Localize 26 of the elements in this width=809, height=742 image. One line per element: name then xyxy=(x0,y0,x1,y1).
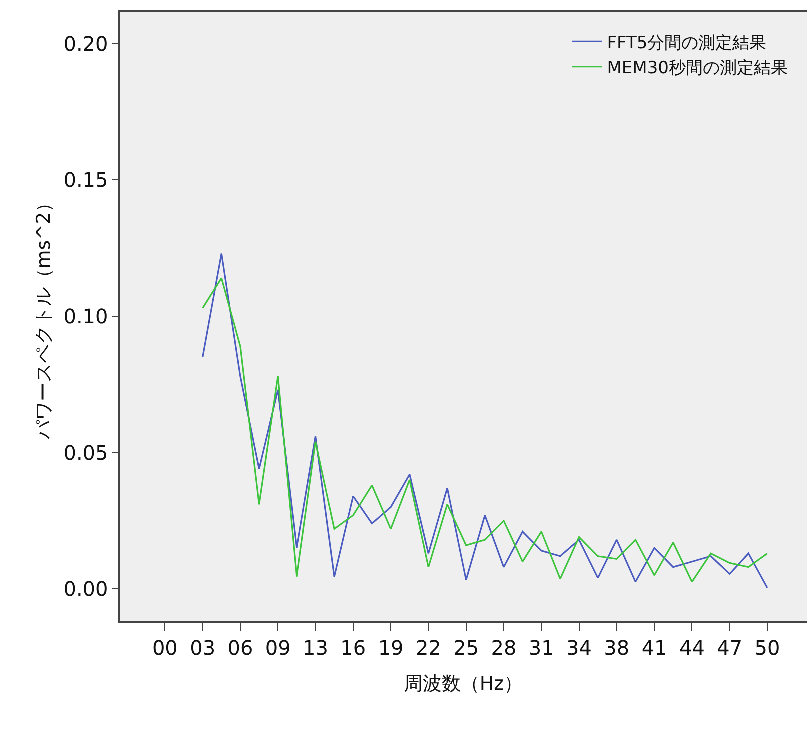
x-tick-label: 16 xyxy=(340,636,366,660)
legend-label: MEM30秒間の測定結果 xyxy=(607,58,788,78)
y-tick-label: 0.20 xyxy=(64,32,108,56)
y-axis-title: パワースペクトル（ms^2） xyxy=(33,193,56,441)
x-tick-label: 00 xyxy=(152,636,178,660)
x-axis-title: 周波数（Hz） xyxy=(404,673,524,696)
y-tick-label: 0.00 xyxy=(64,577,108,602)
x-tick-label: 19 xyxy=(378,636,404,660)
x-tick-label: 41 xyxy=(642,636,668,660)
x-tick-label: 28 xyxy=(491,636,517,660)
x-tick-label: 13 xyxy=(303,636,328,660)
x-tick-label: 09 xyxy=(265,636,291,660)
x-tick-label: 03 xyxy=(190,636,216,660)
x-tick-label: 22 xyxy=(416,636,442,660)
x-tick-label: 25 xyxy=(454,636,480,660)
x-tick-label: 06 xyxy=(228,636,254,660)
y-tick-label: 0.15 xyxy=(64,168,108,192)
x-tick-label: 44 xyxy=(679,636,705,660)
x-tick-label: 50 xyxy=(754,636,780,660)
x-tick-label: 47 xyxy=(717,636,743,660)
y-tick-label: 0.10 xyxy=(64,304,108,328)
x-tick-label: 34 xyxy=(566,636,592,660)
y-tick-label: 0.05 xyxy=(64,440,108,465)
x-tick-label: 31 xyxy=(528,636,554,660)
legend-label: FFT5分間の測定結果 xyxy=(607,33,767,54)
x-tick-label: 38 xyxy=(604,636,630,660)
